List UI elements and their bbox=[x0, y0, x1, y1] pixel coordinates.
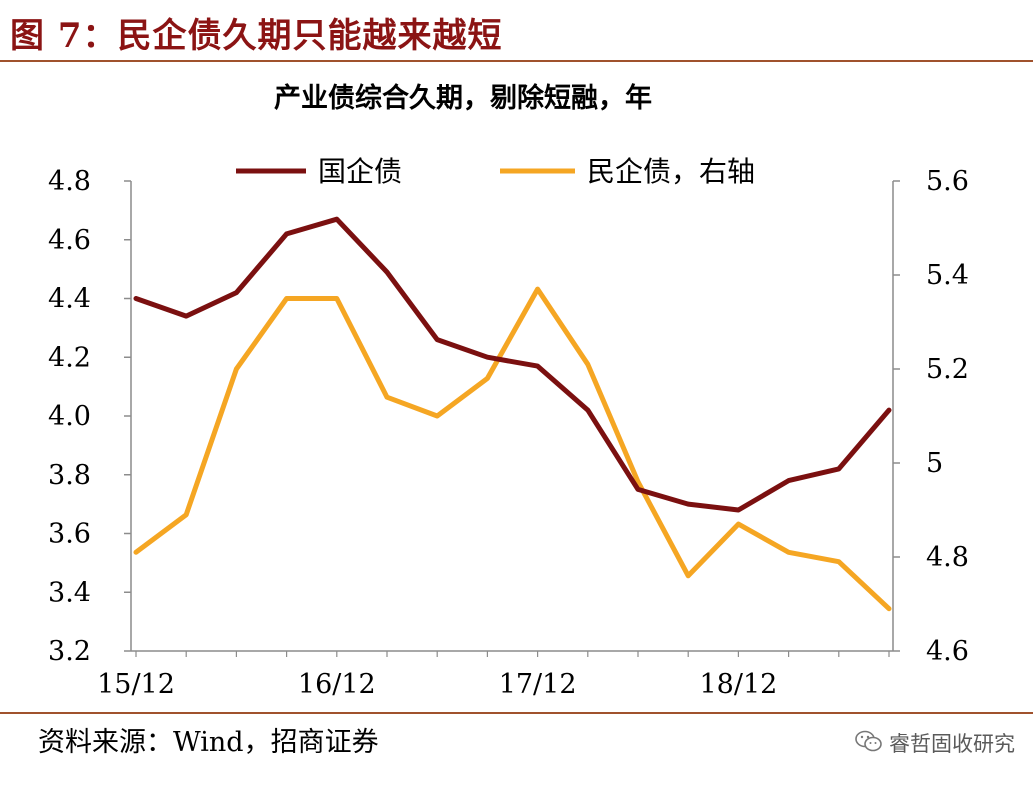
legend: 国企债 民企债，右轴 bbox=[236, 155, 755, 188]
data-point-soe bbox=[635, 487, 641, 492]
y-left-tick-label: 4.0 bbox=[48, 401, 91, 432]
data-point-private bbox=[786, 550, 791, 555]
chart-title: 产业债综合久期，剔除短融，年 bbox=[274, 82, 652, 114]
y-right-tick-label: 5.2 bbox=[926, 354, 969, 385]
series-line-private bbox=[133, 286, 892, 612]
chart: 产业债综合久期，剔除短融，年 国企债 民企债，右轴 3.2 3.4 3.6 3.8 4.… bbox=[48, 82, 969, 700]
data-point-soe bbox=[234, 290, 239, 295]
y-left-tick-label: 3.2 bbox=[48, 636, 91, 667]
figure-title: 图 7：民企债久期只能越来越短 bbox=[10, 16, 503, 56]
data-point-soe bbox=[786, 478, 791, 483]
data-point-soe bbox=[485, 355, 490, 360]
series-line-soe bbox=[133, 216, 892, 513]
data-point-private bbox=[435, 413, 440, 419]
y-right-tick-label: 5.6 bbox=[926, 166, 969, 197]
data-point-private bbox=[334, 296, 339, 301]
y-left-tick-label: 4.2 bbox=[48, 342, 91, 373]
data-point-soe bbox=[736, 507, 741, 513]
x-tick-label: 15/12 bbox=[97, 669, 175, 700]
x-tick-label: 16/12 bbox=[298, 669, 376, 700]
data-point-soe bbox=[384, 269, 390, 275]
bottom-rule bbox=[0, 712, 1033, 714]
x-tick-label: 17/12 bbox=[499, 669, 577, 700]
legend-label-private: 民企债，右轴 bbox=[587, 155, 755, 188]
y-right-tick-label: 5 bbox=[926, 448, 943, 479]
data-point-soe bbox=[133, 296, 139, 301]
y-left-tick-label: 3.6 bbox=[48, 519, 91, 550]
data-point-soe bbox=[585, 407, 590, 413]
axes: 3.2 3.4 3.6 3.8 4.0 4.2 4.4 4.6 4.8 4.6 4.8 5 5.2 5.4… bbox=[48, 166, 969, 700]
data-point-soe bbox=[686, 501, 691, 507]
y-left-tick-label: 4.6 bbox=[48, 225, 91, 256]
data-point-soe bbox=[284, 231, 289, 237]
data-point-private bbox=[535, 286, 540, 292]
y-right-tick-label: 4.8 bbox=[926, 542, 969, 573]
top-rule bbox=[0, 60, 1033, 62]
series-layer bbox=[133, 216, 892, 612]
data-point-private bbox=[635, 479, 641, 484]
y-left-tick-label: 4.8 bbox=[48, 166, 91, 197]
legend-label-soe: 国企债 bbox=[318, 155, 402, 188]
source-note: 资料来源：Wind，招商证券 bbox=[38, 727, 379, 758]
data-point-soe bbox=[435, 337, 440, 342]
data-point-private bbox=[585, 362, 590, 367]
data-point-soe bbox=[836, 466, 841, 472]
data-point-private bbox=[686, 573, 691, 578]
data-point-private bbox=[384, 395, 390, 400]
y-right-tick-label: 5.4 bbox=[926, 260, 969, 291]
wechat-icon bbox=[855, 729, 883, 758]
y-left-tick-label: 3.4 bbox=[48, 577, 91, 608]
y-left-tick-label: 4.4 bbox=[48, 284, 91, 315]
data-point-private bbox=[886, 606, 892, 611]
y-left-tick-label: 3.8 bbox=[48, 460, 91, 491]
data-point-private bbox=[736, 521, 741, 527]
data-point-soe bbox=[184, 313, 189, 319]
y-right-tick-label: 4.6 bbox=[926, 636, 969, 667]
x-tick-label: 18/12 bbox=[699, 669, 777, 700]
watermark: 睿哲固收研究 bbox=[855, 728, 1015, 758]
data-point-private bbox=[133, 550, 139, 555]
figure-header: 图 7：民企债久期只能越来越短 bbox=[0, 0, 1033, 62]
data-point-private bbox=[184, 512, 189, 517]
data-point-soe bbox=[886, 407, 892, 413]
data-point-private bbox=[836, 559, 841, 564]
data-point-private bbox=[485, 376, 490, 381]
data-point-private bbox=[284, 296, 289, 301]
data-point-soe bbox=[535, 363, 540, 369]
data-point-private bbox=[234, 366, 239, 372]
data-point-soe bbox=[334, 216, 339, 222]
watermark-text: 睿哲固收研究 bbox=[889, 732, 1015, 756]
